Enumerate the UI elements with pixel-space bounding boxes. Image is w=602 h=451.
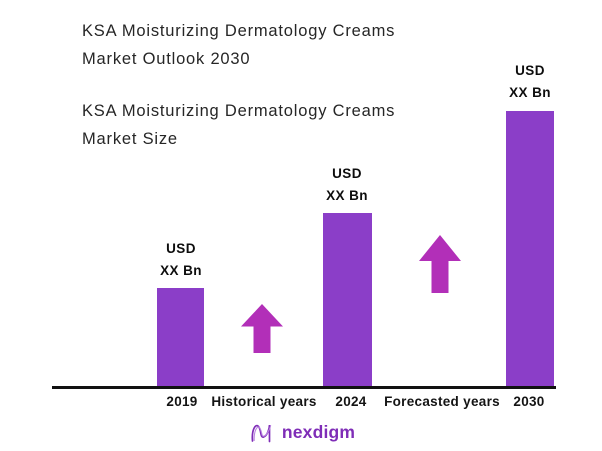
bar-2024 <box>323 213 372 387</box>
chart-subtitle: KSA Moisturizing Dermatology Creams Mark… <box>82 102 396 148</box>
bar-2019 <box>157 288 204 387</box>
x-tick-2030: 2030 <box>513 394 545 409</box>
bar-value-label-2024: USD XX Bn <box>326 166 368 203</box>
growth-arrow-icon <box>241 304 283 353</box>
x-axis-line <box>52 386 556 389</box>
growth-arrow-icon <box>419 235 461 293</box>
bar-value-label-2019: USD XX Bn <box>160 241 202 278</box>
x-annotation-historical-years: Historical years <box>211 394 317 409</box>
nexdigm-logo-icon <box>247 418 275 446</box>
chart-title: KSA Moisturizing Dermatology Creams Mark… <box>82 22 396 68</box>
x-tick-2019: 2019 <box>166 394 198 409</box>
x-tick-2024: 2024 <box>335 394 367 409</box>
x-annotation-forecasted-years: Forecasted years <box>384 394 500 409</box>
bar-value-label-2030: USD XX Bn <box>509 63 551 100</box>
nexdigm-logo-text: nexdigm <box>281 421 356 442</box>
footer-brand: nexdigm <box>0 418 602 446</box>
bar-2030 <box>506 111 554 387</box>
